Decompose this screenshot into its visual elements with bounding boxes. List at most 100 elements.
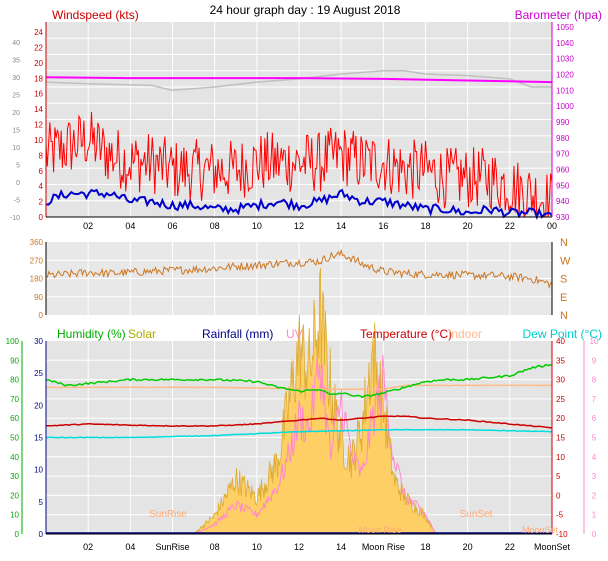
humidity-tick-label: 100 — [6, 337, 20, 346]
uv-tick-label: 9 — [592, 356, 597, 365]
compass-label: E — [560, 292, 567, 304]
annotation-moonrise: Moon Rise — [358, 525, 401, 535]
barometer-tick-label: 1000 — [556, 102, 574, 111]
barometer-tick-label: 1020 — [556, 71, 574, 80]
barometer-tick-label: 960 — [556, 166, 570, 175]
outer-tick-label: 30 — [12, 75, 20, 82]
compass-label: N — [560, 310, 568, 322]
legend-solar: Solar — [128, 327, 156, 341]
rainfall-tick-label: 20 — [34, 401, 43, 410]
barometer-tick-label: 1050 — [556, 23, 574, 32]
compass-label: N — [560, 237, 568, 249]
outer-tick-label: 20 — [12, 110, 20, 117]
legend-indoor: Indoor — [448, 327, 482, 341]
legend-uv: UV — [286, 327, 303, 341]
uv-tick-label: 4 — [592, 453, 597, 462]
temperature-tick-label: -5 — [556, 511, 564, 520]
annotation-moonset: MoonSet — [522, 525, 559, 535]
barometer-axis-title: Barometer (hpa) — [515, 8, 602, 22]
outer-tick-label: 10 — [12, 145, 20, 152]
temperature-tick-label: 10 — [556, 453, 565, 462]
barometer-tick-label: 950 — [556, 181, 570, 190]
windspeed-tick-label: 4 — [39, 182, 44, 191]
windspeed-tick-label: 18 — [34, 74, 43, 83]
temp-x-tick-label: Moon Rise — [362, 542, 405, 552]
wind-x-tick-label: 10 — [252, 221, 262, 231]
outer-tick-label: 25 — [12, 93, 20, 100]
humidity-tick-label: 40 — [10, 453, 19, 462]
humidity-tick-label: 30 — [10, 472, 19, 481]
temp-x-tick-label: 20 — [463, 542, 473, 552]
legend-dewpoint: Dew Point (°C) — [523, 327, 602, 341]
wind-direction-line — [45, 248, 553, 290]
wind-x-tick-label: 16 — [378, 221, 388, 231]
wind-average-line — [45, 188, 553, 220]
temp-x-tick-label: 08 — [210, 542, 220, 552]
uv-tick-label: 3 — [592, 472, 597, 481]
temperature-tick-label: 15 — [556, 434, 565, 443]
humidity-tick-label: 0 — [15, 530, 20, 539]
windspeed-tick-label: 6 — [39, 167, 44, 176]
rainfall-tick-label: 30 — [34, 337, 43, 346]
humidity-tick-label: 10 — [10, 511, 19, 520]
uv-tick-label: 8 — [592, 376, 597, 385]
windspeed-tick-label: 20 — [34, 59, 43, 68]
uv-tick-label: 6 — [592, 414, 597, 423]
wind-x-tick-label: 12 — [294, 221, 304, 231]
legend-humidity: Humidity (%) — [57, 327, 126, 341]
wind-x-tick-label: 22 — [505, 221, 515, 231]
outer-tick-label: -5 — [14, 198, 20, 205]
windspeed-tick-label: 12 — [34, 121, 43, 130]
rainfall-tick-label: 25 — [34, 369, 43, 378]
windspeed-tick-label: 2 — [39, 198, 44, 207]
wind-x-tick-label: 08 — [210, 221, 220, 231]
wind-x-tick-label: 00 — [547, 221, 557, 231]
humidity-tick-label: 60 — [10, 414, 19, 423]
uv-tick-label: 0 — [592, 530, 597, 539]
barometer-tick-label: 980 — [556, 134, 570, 143]
rainfall-tick-label: 10 — [34, 466, 43, 475]
temperature-tick-label: 35 — [556, 356, 565, 365]
barometer-line — [45, 76, 553, 84]
uv-line — [193, 354, 437, 535]
humidity-tick-label: 80 — [10, 376, 19, 385]
humidity-tick-label: 70 — [10, 395, 19, 404]
outer-tick-label: 40 — [12, 40, 20, 47]
temperature-tick-label: 20 — [556, 414, 565, 423]
temp-x-tick-label: 14 — [336, 542, 346, 552]
outer-tick-label: 15 — [12, 128, 20, 135]
barometer-tick-label: 990 — [556, 118, 570, 127]
annotation-sunset: SunSet — [460, 509, 493, 520]
humidity-tick-label: 20 — [10, 491, 19, 500]
temp-x-tick-label: 22 — [505, 542, 515, 552]
temp-x-tick-label: 12 — [294, 542, 304, 552]
barometer-tick-label: 970 — [556, 150, 570, 159]
outer-tick-label: 0 — [16, 180, 20, 187]
uv-tick-label: 7 — [592, 395, 597, 404]
wind-x-tick-label: 02 — [83, 221, 93, 231]
barometer-tick-label: 940 — [556, 197, 570, 206]
temp-x-tick-label: 10 — [252, 542, 262, 552]
legend-temperature: Temperature (°C) — [360, 327, 452, 341]
temperature-tick-label: 0 — [556, 491, 561, 500]
barometer-history-line — [45, 70, 552, 92]
compass-label: S — [560, 274, 567, 286]
solar-area — [192, 267, 437, 535]
wind-x-tick-label: 14 — [336, 221, 346, 231]
uv-tick-label: 5 — [592, 434, 597, 443]
direction-tick-label: 0 — [39, 311, 44, 320]
uv-tick-label: 2 — [592, 491, 597, 500]
dewpoint-line — [45, 428, 553, 439]
temperature-tick-label: 5 — [556, 472, 561, 481]
chart-title: 24 hour graph day : 19 August 2018 — [210, 3, 401, 17]
compass-label: W — [560, 255, 571, 267]
wind-x-tick-label: 04 — [125, 221, 135, 231]
humidity-line — [45, 363, 553, 399]
rainfall-tick-label: 15 — [34, 434, 43, 443]
temp-x-tick-label: 04 — [125, 542, 135, 552]
barometer-tick-label: 1040 — [556, 39, 574, 48]
windspeed-tick-label: 10 — [34, 136, 43, 145]
barometer-tick-label: 930 — [556, 213, 570, 222]
temperature-tick-label: 30 — [556, 376, 565, 385]
windspeed-line — [45, 111, 553, 218]
